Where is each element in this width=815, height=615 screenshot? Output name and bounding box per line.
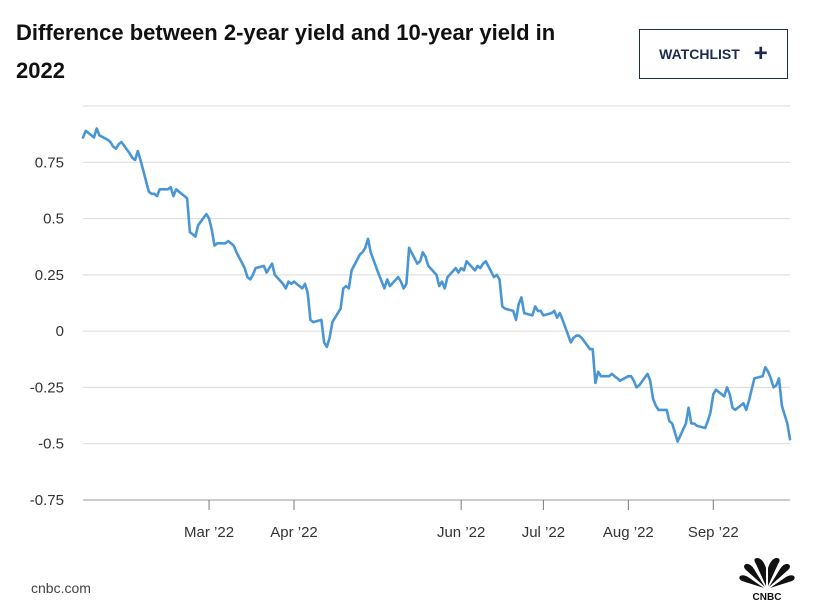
plus-icon: + [753, 40, 768, 67]
y-tick-label: 0.5 [43, 211, 64, 228]
y-tick-label: -0.5 [38, 436, 64, 453]
y-tick-label: 0.25 [35, 267, 64, 284]
watchlist-label: WATCHLIST [659, 46, 740, 62]
y-tick-label: 0 [56, 323, 64, 340]
x-tick-label: Aug ’22 [603, 524, 654, 541]
x-tick-label: Jul ’22 [522, 524, 565, 541]
x-tick-label: Mar ’22 [184, 524, 234, 541]
logo-text: CNBC [753, 592, 782, 602]
source-label: cnbc.com [31, 580, 91, 596]
x-tick-label: Jun ’22 [437, 524, 485, 541]
series-line [81, 127, 792, 443]
x-tick-label: Sep ’22 [688, 524, 739, 541]
chart-title: Difference between 2-year yield and 10-y… [16, 20, 556, 83]
line-chart: 0.75 0.5 0.25 0 -0.25 -0.5 -0.75 Mar ’22 Apr ’22… [30, 105, 792, 541]
watchlist-button[interactable]: WATCHLIST + [639, 29, 788, 79]
y-tick-label: -0.75 [30, 492, 64, 509]
peacock-logo: CNBC [739, 558, 795, 602]
y-tick-label: -0.25 [30, 379, 64, 396]
x-tick-label: Apr ’22 [270, 524, 318, 541]
y-tick-label: 0.75 [35, 154, 64, 171]
